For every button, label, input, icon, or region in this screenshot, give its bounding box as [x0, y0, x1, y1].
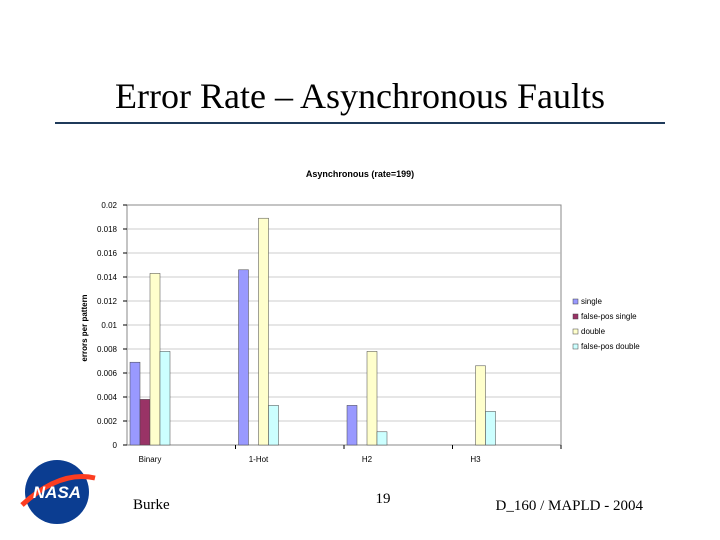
x-tick-label: H3	[470, 455, 481, 464]
bar	[376, 431, 388, 446]
y-tick-label: 0.02	[101, 201, 117, 210]
y-tick-label: 0.014	[97, 273, 118, 282]
bar	[268, 405, 279, 446]
x-tick-label: H2	[362, 455, 373, 464]
legend-swatch	[572, 298, 579, 305]
legend-label: false-pos single	[581, 312, 637, 321]
y-tick-label: 0.008	[97, 345, 118, 354]
logo-text: NASA	[33, 483, 81, 502]
logo-swoosh	[20, 474, 96, 507]
legend-label: false-pos double	[581, 342, 640, 351]
slide-title: Error Rate – Asynchronous Faults	[115, 76, 605, 116]
bar	[139, 399, 151, 446]
legend-label: double	[581, 327, 606, 336]
footer: D_160 / MAPLD - 2004	[495, 498, 643, 514]
bar	[485, 411, 496, 446]
bar	[366, 351, 378, 446]
y-tick-label: 0.004	[97, 393, 118, 402]
author: Burke	[133, 497, 170, 513]
chart-title: Asynchronous (rate=199)	[306, 169, 414, 179]
bar	[238, 269, 249, 446]
legend-swatch	[572, 328, 579, 335]
y-tick-label: 0.012	[97, 297, 118, 306]
y-tick-label: 0.002	[97, 417, 118, 426]
legend-swatch	[572, 313, 579, 320]
y-tick-label: 0.018	[97, 225, 118, 234]
bar	[258, 217, 269, 446]
bar	[159, 351, 171, 446]
x-tick-label: Binary	[139, 455, 162, 464]
x-tick-label: 1-Hot	[249, 455, 269, 464]
legend-label: single	[581, 297, 602, 306]
y-tick-label: 0.016	[97, 249, 118, 258]
nasa-logo: NASA	[20, 460, 96, 524]
bar	[149, 273, 161, 446]
y-tick-label: 0.006	[97, 369, 118, 378]
bar	[346, 405, 358, 446]
bar	[129, 361, 141, 446]
page-number: 19	[376, 491, 391, 507]
legend-swatch	[572, 343, 579, 350]
y-tick-label: 0.01	[101, 321, 117, 330]
bar	[475, 365, 486, 446]
y-tick-label: 0	[113, 441, 118, 450]
y-axis-label: errors per pattern	[80, 294, 89, 361]
